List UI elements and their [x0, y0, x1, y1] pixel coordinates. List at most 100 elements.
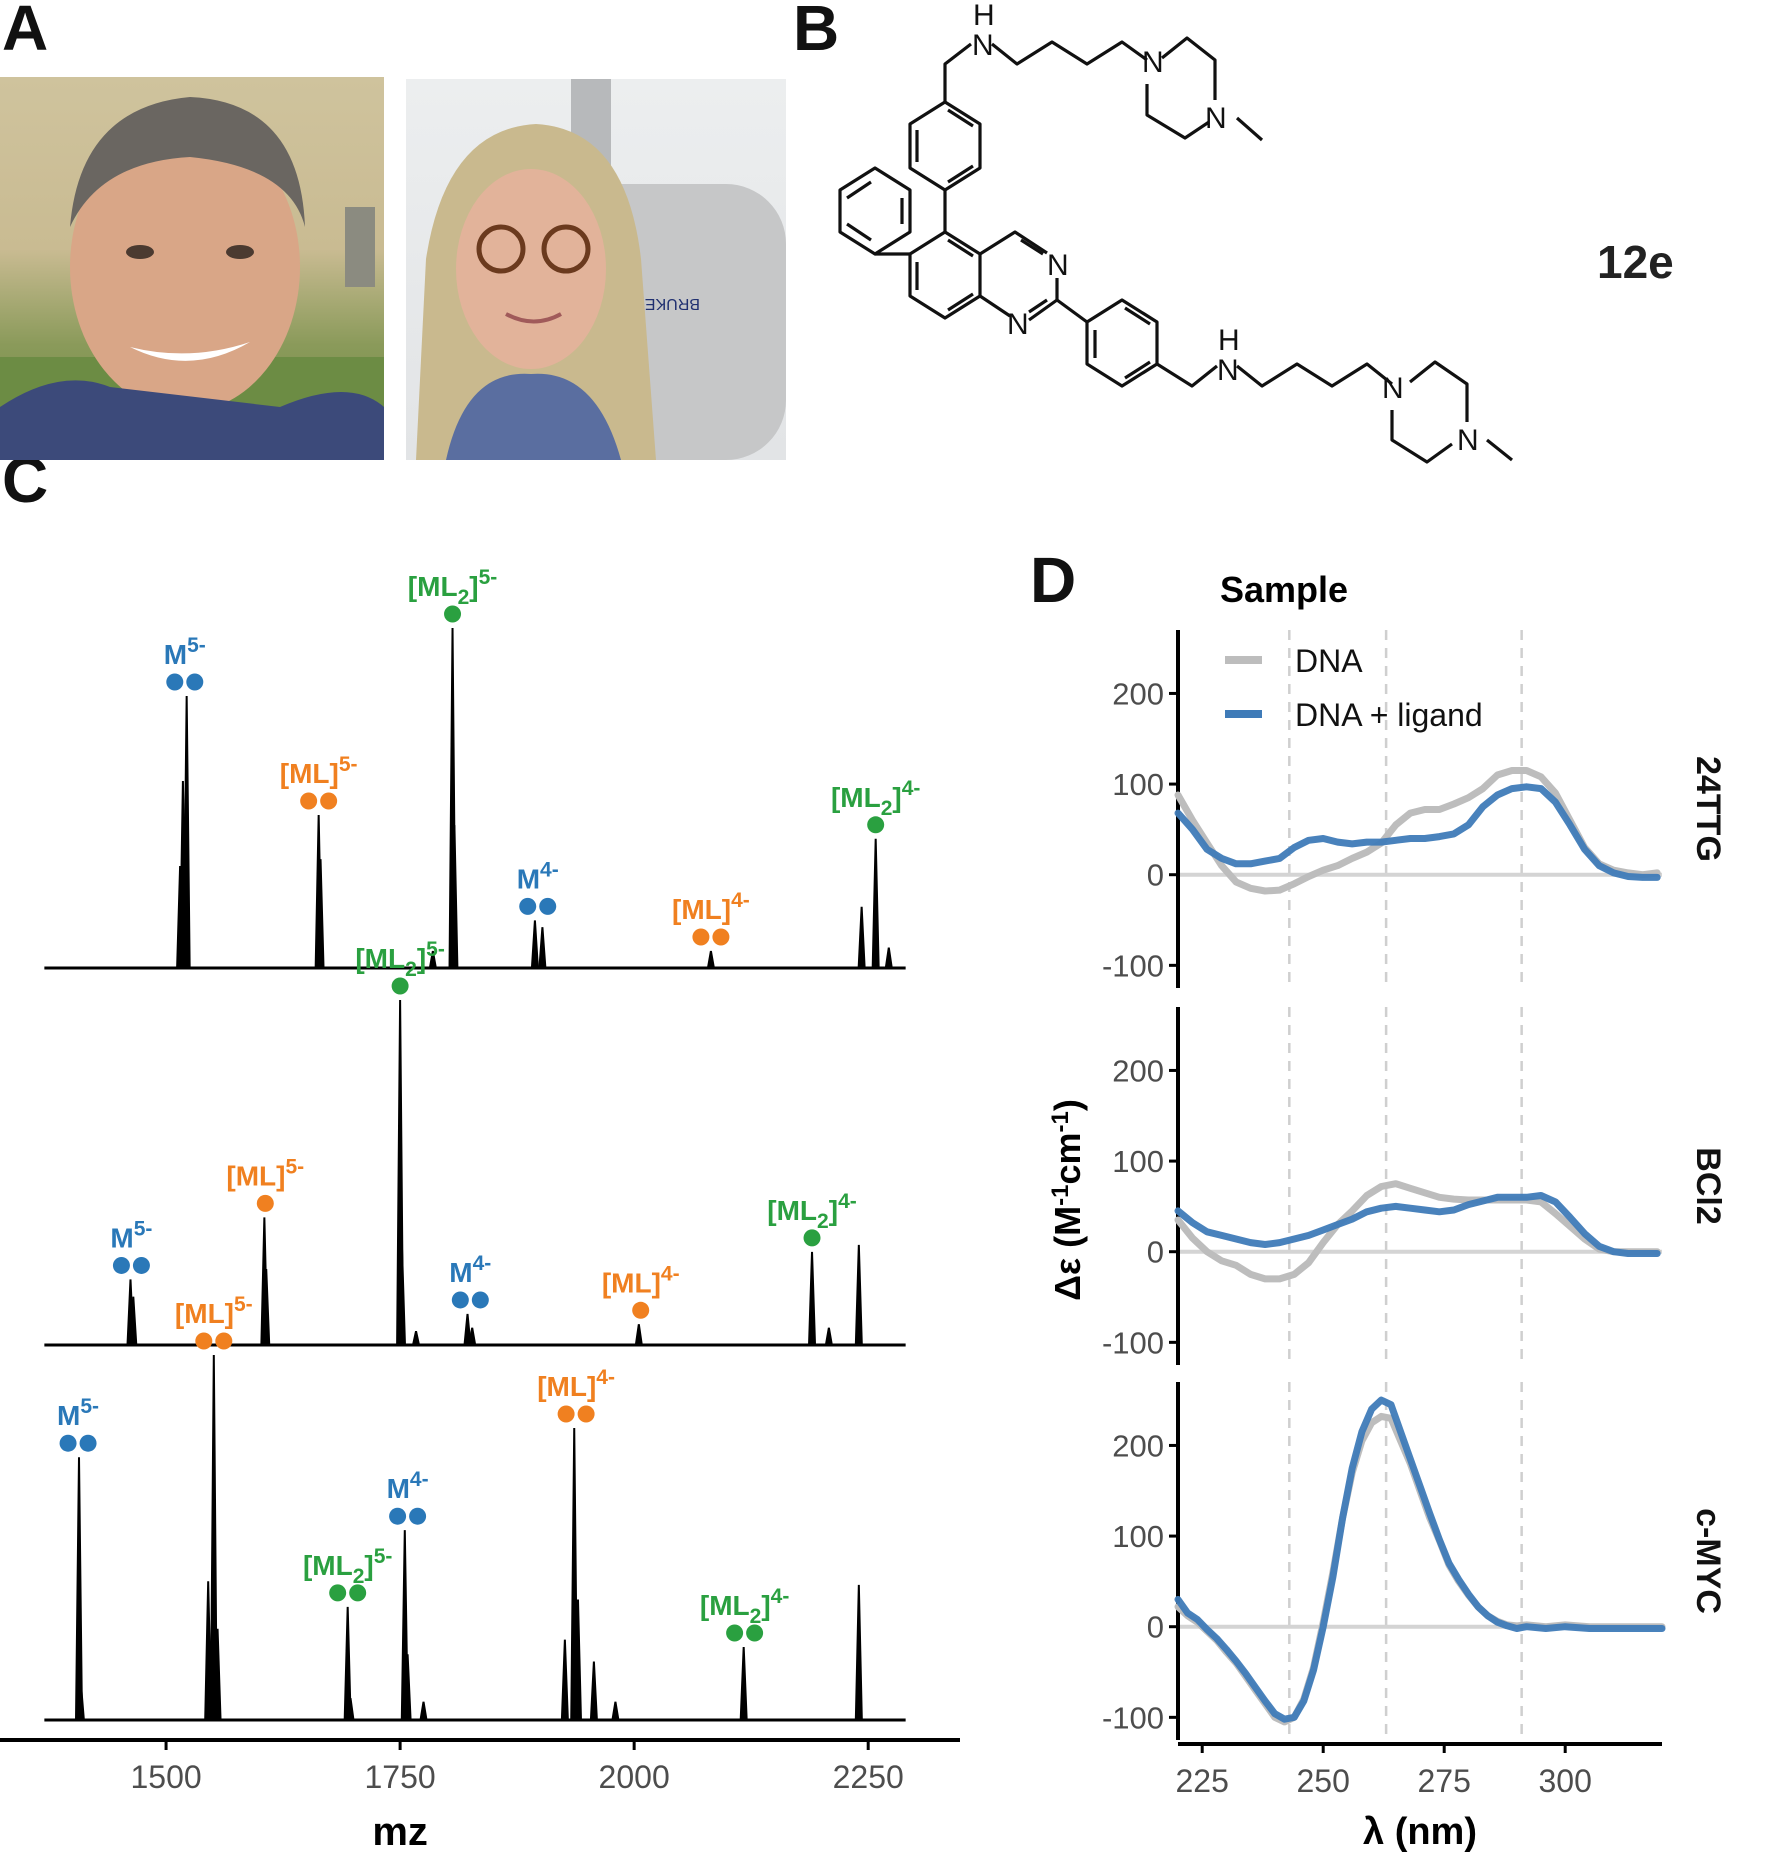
x-tick-label: 1750: [365, 1759, 436, 1795]
portrait-woman-icon: BRUKER: [416, 79, 786, 460]
spectrum-peak: [316, 859, 325, 969]
y-tick-label: 200: [1112, 1053, 1164, 1088]
marker-dot: [577, 1405, 595, 1423]
label-main: [ML]: [280, 758, 339, 789]
label-superscript: 5-: [339, 753, 358, 776]
upper-phenylene-ring: [908, 100, 982, 192]
label-main: [ML]: [226, 1160, 285, 1191]
marker-dot: [329, 1584, 347, 1602]
label-close: ]: [417, 943, 426, 974]
peak-marker: [59, 1434, 97, 1452]
x-tick-label: 2250: [833, 1759, 904, 1795]
peak-label: [ML2]4-: [831, 777, 920, 820]
peak-marker: [444, 605, 462, 623]
atom-n: N: [1382, 372, 1404, 405]
spectrum-peak: [411, 1330, 421, 1346]
label-main: M: [517, 863, 540, 894]
marker-dot: [557, 1405, 575, 1423]
panel-label-b: B: [793, 0, 840, 64]
peak-label: M4-: [517, 858, 559, 894]
peak-label: M5-: [110, 1217, 152, 1253]
marker-dot: [712, 928, 730, 946]
spectrum-peak: [739, 1646, 748, 1721]
chemical-structure: N H N N N N N H N N 12e: [838, 0, 1674, 464]
marker-dot: [746, 1624, 764, 1642]
label-subscript: 2: [817, 1210, 829, 1233]
atom-n: N: [1007, 308, 1029, 341]
label-subscript: 2: [353, 1565, 365, 1588]
peak-marker: [519, 897, 557, 915]
spectrum-peak: [129, 1296, 138, 1346]
spectrum-peak: [74, 1457, 84, 1721]
compound-label: 12e: [1597, 236, 1674, 288]
peak-label: M4-: [449, 1252, 491, 1288]
label-main: M: [387, 1473, 410, 1504]
y-tick-label: 0: [1147, 1235, 1164, 1270]
peak-marker: [692, 928, 730, 946]
x-axis-title: mz: [372, 1810, 428, 1854]
marker-dot: [471, 1291, 489, 1309]
ylabel-sup: -1: [1047, 1111, 1074, 1132]
label-close: ]: [364, 1550, 373, 1581]
marker-dot: [132, 1256, 150, 1274]
peak-label: [ML]5-: [226, 1155, 304, 1191]
label-main: M: [110, 1222, 133, 1253]
label-close: ]: [761, 1590, 770, 1621]
label-subscript: 2: [881, 797, 893, 820]
spectrum-peak: [706, 950, 716, 969]
ylabel-mid: cm: [1047, 1133, 1088, 1185]
portrait-man-icon: [0, 97, 384, 460]
marker-dot: [539, 897, 557, 915]
marker-dot: [867, 816, 885, 834]
marker-dot: [186, 673, 204, 691]
y-tick-label: -100: [1102, 1700, 1164, 1735]
marker-dot: [391, 977, 409, 995]
label-main: M: [449, 1257, 472, 1288]
spectrum-peak: [346, 1697, 355, 1721]
x-tick-label: 300: [1539, 1763, 1592, 1799]
label-superscript: 5-: [187, 634, 206, 657]
atom-n: N: [1142, 46, 1164, 79]
peak-label: [ML]4-: [672, 889, 750, 925]
facet-panel: -100 0 100 200 c-MYC: [1102, 1382, 1727, 1740]
label-superscript: 4-: [540, 858, 559, 881]
peak-marker: [867, 816, 885, 834]
label-subscript: 2: [458, 586, 470, 609]
marker-dot: [726, 1624, 744, 1642]
y-tick-label: 100: [1112, 767, 1164, 802]
photo-portrait-woman: BRUKER: [406, 79, 786, 460]
quinazoline-benzo-ring: [908, 230, 982, 320]
marker-dot: [409, 1507, 427, 1525]
label-main: M: [164, 639, 187, 670]
label-superscript: 4-: [902, 777, 921, 800]
marker-dot: [451, 1291, 469, 1309]
ylabel-sup: -1: [1047, 1185, 1074, 1206]
peak-marker: [391, 977, 409, 995]
phenyl-ring: [838, 166, 912, 256]
label-main: [ML]: [602, 1267, 661, 1298]
peak-marker: [726, 1624, 764, 1642]
y-tick-label: 0: [1147, 1610, 1164, 1645]
peak-marker: [632, 1301, 650, 1319]
label-close: ]: [829, 1195, 838, 1226]
marker-dot: [444, 605, 462, 623]
marker-dot: [166, 673, 184, 691]
x-tick-label: 225: [1176, 1763, 1229, 1799]
peak-label: M4-: [387, 1468, 429, 1504]
marker-dot: [632, 1301, 650, 1319]
spectrum-peak: [871, 838, 880, 969]
panel-label-a: A: [2, 0, 49, 64]
peak-label: M5-: [164, 634, 206, 670]
marker-dot: [195, 1332, 213, 1350]
marker-dot: [112, 1256, 130, 1274]
atom-n: N: [972, 29, 994, 62]
label-main: [ML: [303, 1550, 353, 1581]
marker-dot: [692, 928, 710, 946]
peak-label: [ML]4-: [537, 1366, 615, 1402]
structure-bonds: [838, 36, 1513, 464]
spectrum-peak: [611, 1701, 620, 1721]
peak-marker: [389, 1507, 427, 1525]
spectrum-peak: [530, 920, 539, 969]
peak-marker: [166, 673, 204, 691]
peak-label: [ML2]5-: [408, 566, 497, 609]
